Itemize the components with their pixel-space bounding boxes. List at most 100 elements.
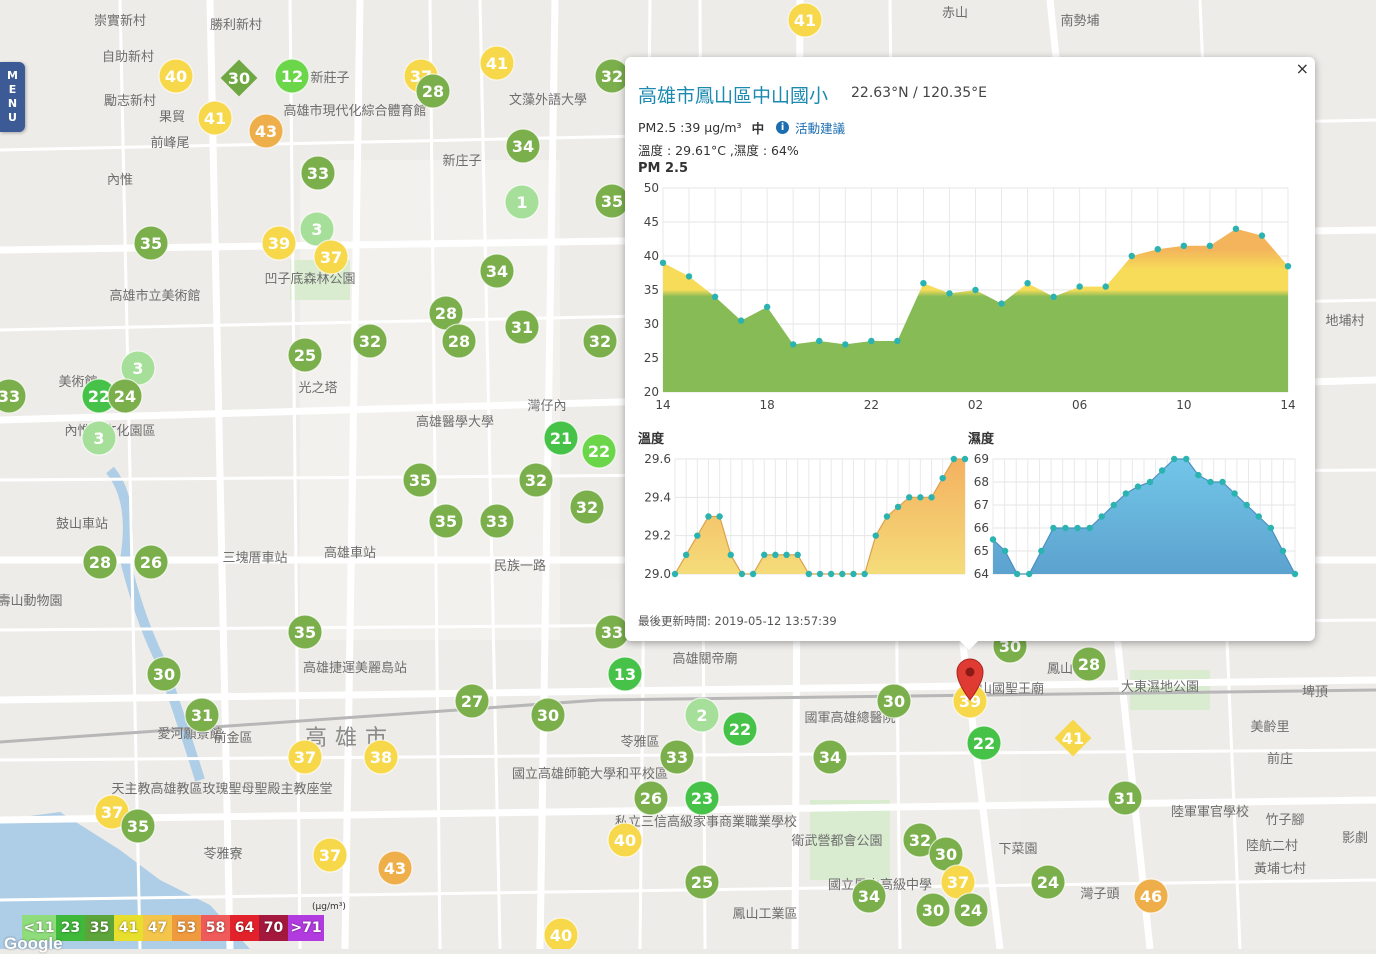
map-place-label: 果貿 bbox=[159, 110, 185, 125]
aqi-marker[interactable]: 28 bbox=[1071, 646, 1107, 682]
aqi-marker[interactable]: 37 bbox=[287, 739, 323, 775]
aqi-marker[interactable]: 32 bbox=[352, 323, 388, 359]
aqi-marker[interactable]: 22 bbox=[581, 433, 617, 469]
aqi-marker[interactable]: 39 bbox=[952, 683, 988, 719]
aqi-marker[interactable]: 46 bbox=[1133, 878, 1169, 914]
aqi-marker[interactable]: 31 bbox=[504, 309, 540, 345]
aqi-marker[interactable]: 28 bbox=[441, 323, 477, 359]
aqi-marker[interactable]: 2 bbox=[684, 697, 720, 733]
aqi-marker[interactable]: 24 bbox=[107, 378, 143, 414]
aqi-marker[interactable]: 41 bbox=[479, 45, 515, 81]
aqi-marker[interactable]: 33 bbox=[594, 614, 630, 650]
aqi-marker[interactable]: 35 bbox=[120, 808, 156, 844]
aqi-marker[interactable]: 35 bbox=[133, 225, 169, 261]
aqi-marker[interactable]: 39 bbox=[261, 225, 297, 261]
aqi-marker-shape bbox=[248, 113, 284, 149]
aqi-marker[interactable]: 25 bbox=[287, 337, 323, 373]
aqi-marker[interactable]: 30 bbox=[530, 697, 566, 733]
data-point bbox=[839, 570, 846, 578]
aqi-marker[interactable]: 41 bbox=[197, 100, 233, 136]
data-point bbox=[1146, 478, 1154, 486]
aqi-marker[interactable]: 27 bbox=[454, 683, 490, 719]
close-icon[interactable]: × bbox=[1295, 59, 1309, 78]
aqi-marker-value: 32 bbox=[359, 332, 381, 351]
aqi-marker[interactable]: 32 bbox=[582, 323, 618, 359]
aqi-marker[interactable]: 21 bbox=[543, 420, 579, 456]
data-point bbox=[868, 337, 875, 345]
map-place-label: 地埔村 bbox=[1325, 314, 1364, 329]
aqi-marker[interactable]: 40 bbox=[607, 822, 643, 858]
aqi-marker[interactable]: 35 bbox=[594, 183, 630, 219]
activity-advice-link[interactable]: 活動建議 bbox=[795, 121, 846, 136]
aqi-marker-shape bbox=[505, 128, 541, 164]
aqi-marker[interactable]: 26 bbox=[633, 780, 669, 816]
legend-item: 58 bbox=[201, 915, 230, 941]
map-place-label: 高雄關帝廟 bbox=[672, 651, 737, 667]
aqi-marker[interactable]: 33 bbox=[479, 503, 515, 539]
aqi-marker[interactable]: 43 bbox=[248, 113, 284, 149]
aqi-marker[interactable]: 41 bbox=[1054, 719, 1092, 757]
aqi-marker[interactable]: 40 bbox=[543, 917, 579, 949]
aqi-marker[interactable]: 33 bbox=[659, 739, 695, 775]
y-tick-label: 40 bbox=[644, 249, 659, 263]
aqi-marker[interactable]: 12 bbox=[274, 58, 310, 94]
aqi-marker[interactable]: 3 bbox=[299, 211, 335, 247]
aqi-marker[interactable]: 41 bbox=[787, 2, 823, 38]
aqi-marker[interactable]: 30 bbox=[915, 892, 951, 928]
aqi-marker[interactable]: 33 bbox=[300, 155, 336, 191]
aqi-marker[interactable]: 38 bbox=[363, 739, 399, 775]
aqi-marker[interactable]: 35 bbox=[428, 503, 464, 539]
data-point bbox=[989, 536, 997, 543]
aqi-marker[interactable]: 37 bbox=[313, 239, 349, 275]
aqi-marker[interactable]: 26 bbox=[133, 544, 169, 580]
aqi-marker[interactable]: 32 bbox=[594, 58, 630, 94]
aqi-marker[interactable]: 22 bbox=[81, 378, 117, 414]
aqi-marker[interactable]: 32 bbox=[569, 489, 605, 525]
aqi-marker-shape bbox=[133, 225, 169, 261]
aqi-marker[interactable]: 32 bbox=[902, 822, 938, 858]
aqi-marker[interactable]: 37 bbox=[940, 864, 976, 900]
info-icon[interactable]: i bbox=[776, 121, 790, 134]
aqi-marker-shape bbox=[684, 697, 720, 733]
aqi-marker-value: 32 bbox=[589, 332, 611, 351]
aqi-marker[interactable]: 1 bbox=[504, 184, 540, 220]
aqi-marker[interactable]: 32 bbox=[518, 462, 554, 498]
aqi-marker[interactable]: 34 bbox=[479, 253, 515, 289]
aqi-marker-value: 25 bbox=[294, 346, 316, 365]
aqi-marker[interactable]: 22 bbox=[966, 725, 1002, 761]
aqi-marker[interactable]: 24 bbox=[1030, 864, 1066, 900]
menu-button[interactable]: MENU bbox=[0, 62, 25, 132]
aqi-marker[interactable]: 33 bbox=[0, 378, 27, 414]
aqi-marker[interactable]: 37 bbox=[312, 837, 348, 873]
aqi-marker[interactable]: 35 bbox=[287, 614, 323, 650]
y-tick-label: 69 bbox=[974, 452, 989, 466]
aqi-marker-shape bbox=[287, 337, 323, 373]
aqi-marker[interactable]: 35 bbox=[402, 462, 438, 498]
aqi-marker[interactable]: 28 bbox=[82, 544, 118, 580]
aqi-marker[interactable]: 30 bbox=[146, 656, 182, 692]
aqi-marker[interactable]: 25 bbox=[684, 864, 720, 900]
aqi-marker[interactable]: 3 bbox=[120, 350, 156, 386]
aqi-marker[interactable]: 23 bbox=[684, 780, 720, 816]
aqi-marker[interactable]: 31 bbox=[184, 697, 220, 733]
map-place-label: 天主教高雄教區玫瑰聖母聖殿主教座堂 bbox=[111, 781, 332, 797]
aqi-marker[interactable]: 28 bbox=[415, 73, 451, 109]
aqi-marker[interactable]: 34 bbox=[812, 739, 848, 775]
aqi-marker[interactable]: 34 bbox=[851, 878, 887, 914]
aqi-marker[interactable]: 31 bbox=[1107, 780, 1143, 816]
aqi-marker-value: 40 bbox=[550, 926, 572, 945]
aqi-marker[interactable]: 24 bbox=[953, 892, 989, 928]
data-point bbox=[1207, 478, 1214, 486]
aqi-marker-value: 28 bbox=[448, 332, 470, 351]
aqi-marker[interactable]: 13 bbox=[607, 656, 643, 692]
aqi-marker[interactable]: 34 bbox=[505, 128, 541, 164]
location-pin-icon[interactable] bbox=[956, 658, 984, 701]
aqi-marker[interactable]: 30 bbox=[876, 683, 912, 719]
aqi-marker-shape bbox=[530, 697, 566, 733]
aqi-marker[interactable]: 43 bbox=[377, 850, 413, 886]
aqi-marker[interactable]: 22 bbox=[722, 711, 758, 747]
aqi-marker[interactable]: 40 bbox=[158, 58, 194, 94]
aqi-marker[interactable]: 30 bbox=[220, 59, 258, 97]
aqi-marker[interactable]: 3 bbox=[81, 420, 117, 456]
